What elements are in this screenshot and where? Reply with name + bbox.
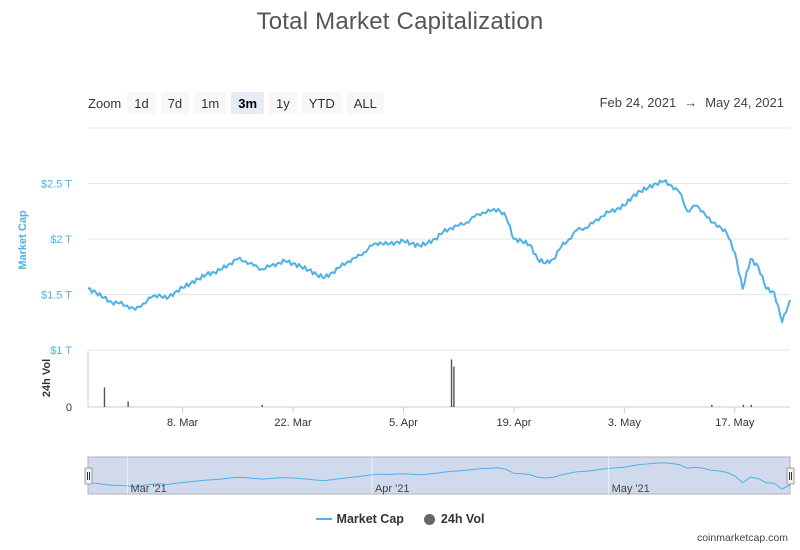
volume-bar (127, 401, 129, 407)
x-tick-label: 8. Mar (167, 417, 199, 429)
zoom-7d-button[interactable]: 7d (160, 92, 190, 114)
navigator-right-handle[interactable] (786, 467, 795, 485)
navigator-label: May '21 (612, 483, 650, 495)
y-axis-title-market-cap: Market Cap (17, 210, 29, 270)
legend-volume-label: 24h Vol (440, 512, 485, 526)
volume-bar (742, 404, 745, 407)
legend-line-icon (315, 518, 332, 520)
navigator-left-handle[interactable] (84, 467, 93, 485)
y-axis-labels: $1 T $1.5 T $2 T $2.5 T 0 (41, 179, 72, 415)
volume-bar (750, 404, 752, 407)
market-cap-series-line[interactable] (87, 179, 791, 324)
zoom-1y-button[interactable]: 1y (269, 92, 297, 114)
range-from[interactable]: Feb 24, 2021 (599, 95, 677, 110)
navigator[interactable]: Mar '21 Apr '21 May '21 (84, 456, 795, 495)
x-tick-label: 5. Apr (389, 417, 418, 429)
date-range: Feb 24, 2021 → May 24, 2021 (600, 95, 784, 110)
zoom-1d-button[interactable]: 1d (127, 92, 156, 114)
zoom-3m-button[interactable]: 3m (231, 92, 265, 114)
zoom-label: Zoom (88, 95, 122, 111)
y-axis-title-volume: 24h Vol (41, 359, 53, 397)
legend-volume[interactable]: 24h Vol (423, 512, 485, 526)
chart-title: Total Market Capitalization (256, 8, 544, 35)
x-tick-label: 3. May (608, 417, 642, 429)
x-tick-label: 17. May (715, 417, 755, 429)
y-tick-label: $1.5 T (41, 290, 72, 302)
legend-market-cap-label: Market Cap (336, 512, 404, 526)
volume-bar (103, 387, 106, 407)
zoom-ytd-button[interactable]: YTD (301, 92, 342, 114)
navigator-label: Apr '21 (375, 483, 410, 495)
range-arrow-icon: → (684, 95, 698, 110)
zoom-bar: Zoom 1d 7d 1m 3m 1y YTD ALL (88, 92, 389, 114)
source-credit[interactable]: coinmarketcap.com (696, 532, 788, 544)
legend-dot-icon (423, 513, 435, 525)
x-tick-label: 19. Apr (497, 417, 532, 429)
x-tick-label: 22. Mar (274, 417, 312, 429)
legend-market-cap[interactable]: Market Cap (315, 512, 404, 526)
y-tick-label: $1 T (50, 345, 72, 357)
volume-y-tick-label: 0 (66, 402, 72, 414)
volume-bar (261, 404, 263, 407)
handle-body (84, 467, 93, 485)
navigator-series-line (87, 462, 791, 490)
volume-bars (103, 359, 752, 407)
navigator-mask (87, 456, 791, 495)
legend: Market Cap 24h Vol (0, 512, 800, 526)
handle-body (786, 467, 795, 485)
grid-lines (87, 127, 790, 408)
volume-bar (453, 366, 455, 407)
navigator-label: Mar '21 (130, 483, 166, 495)
y-tick-label: $2 T (50, 234, 72, 246)
x-axis: 8. Mar 22. Mar 5. Apr 19. Apr 3. May 17. May (167, 407, 755, 429)
zoom-1m-button[interactable]: 1m (194, 92, 227, 114)
volume-bar (711, 404, 713, 407)
range-to[interactable]: May 24, 2021 (705, 95, 784, 110)
zoom-all-button[interactable]: ALL (346, 92, 384, 114)
volume-bar (450, 359, 453, 407)
y-tick-label: $2.5 T (41, 179, 72, 191)
